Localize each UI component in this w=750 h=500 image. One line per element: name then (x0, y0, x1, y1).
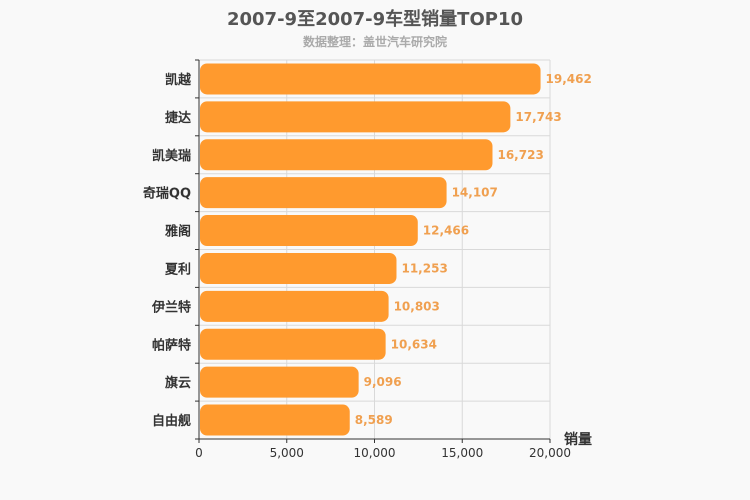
category-label: 夏利 (164, 261, 191, 277)
bar (200, 366, 359, 398)
bar (200, 215, 418, 247)
data-label: 8,589 (355, 413, 393, 427)
data-label: 10,634 (391, 337, 437, 351)
x-tick-label: 15,000 (441, 446, 483, 460)
x-tick-label: 0 (195, 446, 203, 460)
bar (200, 101, 511, 133)
category-label: 伊兰特 (151, 299, 191, 315)
category-label: 凯越 (165, 72, 192, 88)
bar (200, 177, 447, 209)
data-label: 14,107 (452, 186, 498, 200)
x-tick-label: 10,000 (354, 446, 396, 460)
category-label: 捷达 (165, 110, 191, 126)
data-label: 11,253 (401, 261, 447, 275)
x-tick-label: 5,000 (270, 446, 304, 460)
bar (200, 252, 397, 284)
data-label: 16,723 (497, 148, 543, 162)
bar (200, 63, 541, 95)
category-label: 帕萨特 (152, 337, 191, 353)
category-label: 旗云 (165, 375, 191, 391)
data-label: 12,466 (423, 224, 469, 238)
category-label: 雅阁 (165, 224, 191, 240)
bar (200, 404, 350, 436)
bar (200, 139, 493, 171)
x-axis-title: 销量 (564, 431, 592, 448)
data-label: 19,462 (546, 72, 592, 86)
data-label: 17,743 (515, 110, 561, 124)
category-label: 自由舰 (152, 413, 191, 429)
category-label: 凯美瑞 (152, 148, 191, 164)
bar (200, 290, 389, 322)
data-label: 10,803 (394, 299, 440, 313)
chart-title: 2007-9至2007-9车型销量TOP10 (226, 9, 523, 30)
chart-subtitle: 数据整理：盖世汽车研究院 (302, 35, 447, 49)
x-tick-label: 20,000 (529, 446, 571, 460)
bar (200, 328, 386, 360)
category-label: 奇瑞QQ (143, 186, 191, 202)
data-label: 9,096 (364, 375, 402, 389)
